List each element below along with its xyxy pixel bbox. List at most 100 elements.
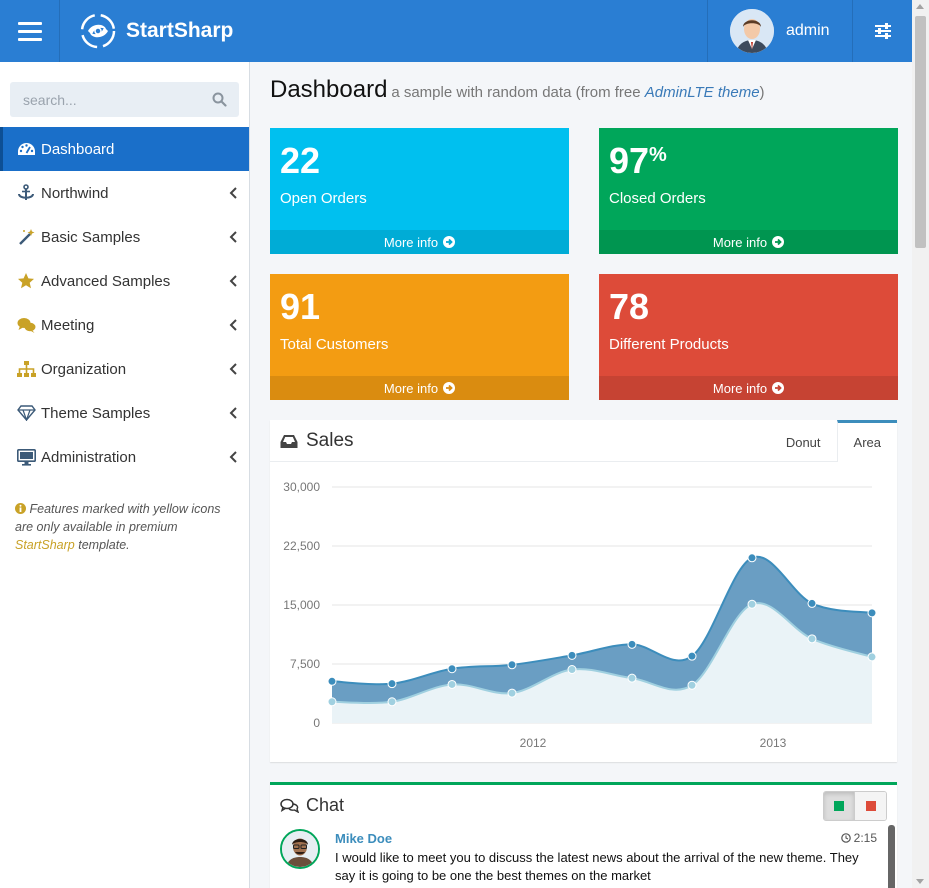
y-tick-label: 0 <box>313 716 320 730</box>
brand-name: StartSharp <box>126 19 234 42</box>
data-point-item-1 <box>867 608 877 618</box>
chat-status-toggle <box>823 791 887 821</box>
user-avatar <box>730 9 774 53</box>
more-info-link[interactable]: More info <box>270 376 569 400</box>
top-navbar: StartSharp admin <box>0 0 912 62</box>
sidebar-item-basic-samples[interactable]: Basic Samples <box>0 215 249 259</box>
data-point-item-2 <box>747 599 757 609</box>
stat-label: Total Customers <box>280 336 389 353</box>
offline-status-button[interactable] <box>855 792 886 820</box>
different-products-box: 78 Different Products More info <box>599 274 898 400</box>
sales-box: Sales Donut Area 30,000 22,500 15,000 7,500… <box>270 420 897 762</box>
arrow-circle-right-icon <box>443 382 456 394</box>
chevron-left-icon <box>229 407 237 419</box>
chat-avatar <box>280 829 320 869</box>
stat-value: 91 <box>280 286 321 327</box>
tab-donut[interactable]: Donut <box>785 435 821 450</box>
sidebar-item-theme-samples[interactable]: Theme Samples <box>0 391 249 435</box>
y-tick-label: 7,500 <box>290 657 320 671</box>
x-tick-label: 2012 <box>520 736 547 750</box>
sidebar-item-label: Organization <box>41 360 127 378</box>
stat-label: Closed Orders <box>609 190 706 207</box>
chevron-left-icon <box>229 275 237 287</box>
arrow-circle-right-icon <box>443 236 456 248</box>
sidebar-item-advanced-samples[interactable]: Advanced Samples <box>0 259 249 303</box>
scroll-down-arrow-icon[interactable] <box>916 879 924 884</box>
series-area-item-1 <box>332 556 872 704</box>
more-info-label: More info <box>712 234 768 250</box>
sales-title: Sales <box>306 430 354 451</box>
sidebar-item-administration[interactable]: Administration <box>0 435 249 479</box>
online-status-button[interactable] <box>824 792 855 820</box>
comments-icon <box>16 315 36 335</box>
chevron-left-icon <box>229 231 237 243</box>
data-point-item-1 <box>387 679 397 689</box>
stat-value: 22 <box>280 140 321 181</box>
total-customers-box: 91 Total Customers More info <box>270 274 569 400</box>
more-info-link[interactable]: More info <box>599 230 898 254</box>
data-point-item-1 <box>627 639 637 649</box>
closed-orders-box: 97% Closed Orders More info <box>599 128 898 254</box>
sidebar-toggle-button[interactable] <box>0 0 60 62</box>
search-icon[interactable] <box>212 92 227 107</box>
page-subtitle: a sample with random data (from free Adm… <box>391 84 764 101</box>
sidebar-item-label: Dashboard <box>41 140 115 158</box>
clock-icon <box>840 833 851 843</box>
stat-label: Different Products <box>609 336 729 353</box>
sidebar-search <box>10 82 239 117</box>
data-point-item-1 <box>447 664 457 674</box>
arrow-circle-right-icon <box>772 236 785 248</box>
tab-area[interactable]: Area <box>836 420 897 462</box>
data-point-item-2 <box>687 680 697 690</box>
data-point-item-1 <box>507 660 517 670</box>
sidebar-item-northwind[interactable]: Northwind <box>0 171 249 215</box>
chevron-left-icon <box>229 319 237 331</box>
data-point-item-1 <box>747 553 757 563</box>
user-menu[interactable]: admin <box>707 0 853 62</box>
chat-title: Chat <box>306 795 345 815</box>
sidebar-item-label: Theme Samples <box>41 404 151 422</box>
magic-wand-icon <box>16 227 36 247</box>
sidebar-item-organization[interactable]: Organization <box>0 347 249 391</box>
chat-scrollbar[interactable] <box>888 825 895 888</box>
premium-note-text-end: template. <box>74 538 130 552</box>
brand-logo-link[interactable]: StartSharp <box>80 0 233 62</box>
data-point-item-2 <box>507 688 517 698</box>
adminlte-theme-link[interactable]: AdminLTE theme <box>644 84 760 101</box>
data-point-item-1 <box>327 676 337 686</box>
more-info-link[interactable]: More info <box>270 230 569 254</box>
sidebar-item-dashboard[interactable]: Dashboard <box>0 127 249 171</box>
chat-author[interactable]: Mike Doe <box>335 831 393 846</box>
scroll-thumb[interactable] <box>915 16 926 248</box>
search-input[interactable] <box>23 91 203 108</box>
y-tick-label: 15,000 <box>283 598 320 612</box>
chat-time: 2:15 <box>853 831 877 845</box>
page-title: Dashboard <box>270 76 388 103</box>
control-sidebar-button[interactable] <box>853 0 912 62</box>
comments-outline-icon <box>280 798 299 813</box>
data-point-item-2 <box>447 679 457 689</box>
star-icon <box>16 271 36 291</box>
scroll-up-arrow-icon[interactable] <box>916 4 924 9</box>
chevron-left-icon <box>229 451 237 463</box>
sidebar-item-meeting[interactable]: Meeting <box>0 303 249 347</box>
data-point-item-2 <box>867 652 877 662</box>
more-info-label: More info <box>383 234 439 250</box>
data-point-item-2 <box>807 634 817 644</box>
stat-suffix: % <box>649 144 667 166</box>
page-subtitle-end: ) <box>759 84 765 101</box>
page-scrollbar[interactable] <box>912 0 929 888</box>
sales-tabs: Donut Area <box>770 420 897 462</box>
series-line-item-2 <box>331 602 873 705</box>
more-info-link[interactable]: More info <box>599 376 898 400</box>
page-subtitle-text: a sample with random data (from free <box>391 84 645 101</box>
sidebar-item-label: Basic Samples <box>41 228 141 246</box>
x-tick-label: 2013 <box>760 736 787 750</box>
square-icon <box>834 801 844 811</box>
sidebar: Dashboard Northwind Basic Samples Advanc… <box>0 62 250 888</box>
premium-note-text: Features marked with yellow icons are on… <box>15 502 221 534</box>
sales-area-chart: 30,000 22,500 15,000 7,500 0 2012 2013 <box>283 480 877 750</box>
dashboard-icon <box>16 139 36 159</box>
sidebar-item-label: Administration <box>41 448 137 466</box>
premium-note-link[interactable]: StartSharp <box>15 538 75 552</box>
